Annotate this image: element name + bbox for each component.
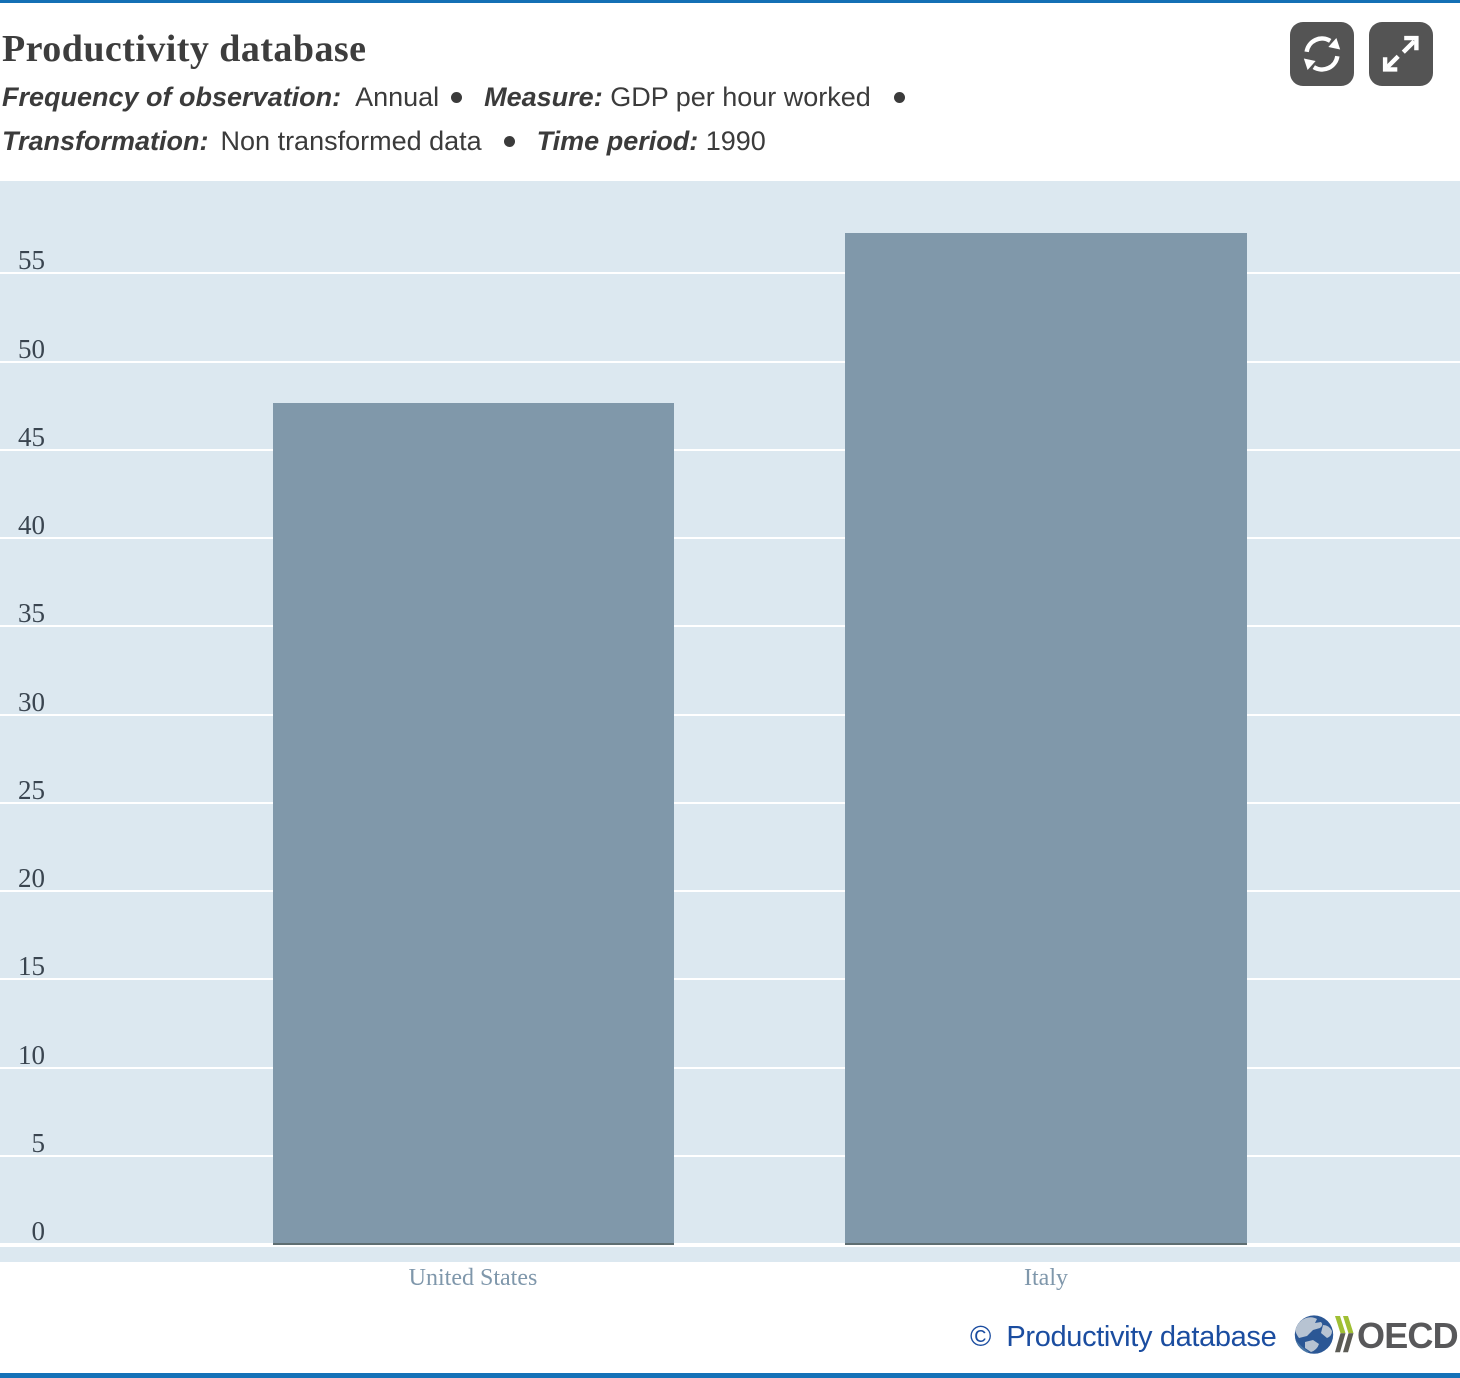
svg-text:OECD: OECD <box>1357 1315 1458 1356</box>
